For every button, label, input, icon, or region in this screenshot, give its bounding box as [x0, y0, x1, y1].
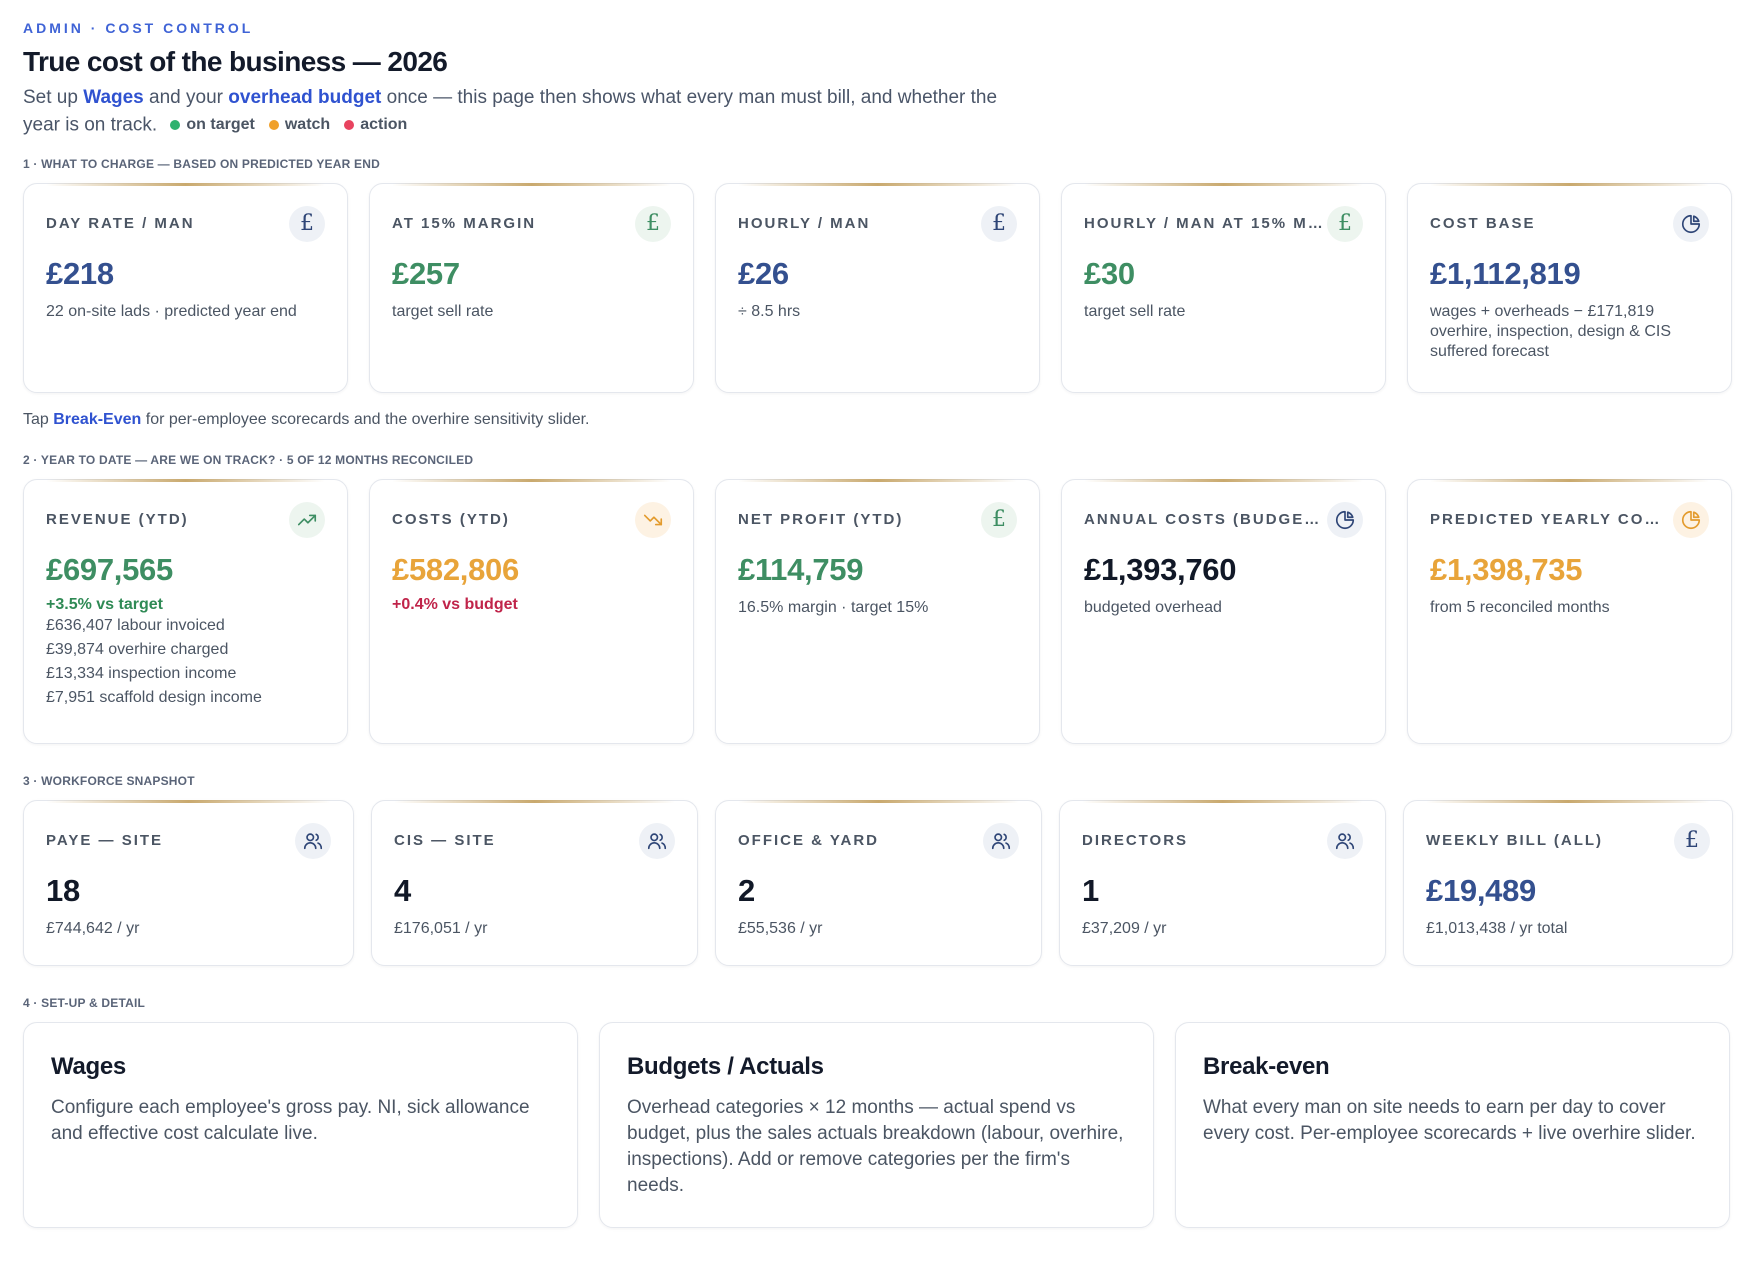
card-sub: target sell rate: [392, 302, 494, 320]
card-cost-base[interactable]: COST BASE £1,112,819 wages + overheads −…: [1407, 182, 1732, 393]
card-description: Overhead categories × 12 months — actual…: [627, 1096, 1124, 1196]
list-item: £13,334 inspection income: [46, 664, 237, 682]
page-title: True cost of the business — 2026: [23, 46, 448, 77]
card-sub: £37,209 / yr: [1082, 919, 1167, 937]
card-value: £582,806: [392, 551, 519, 587]
pound-icon: £: [981, 501, 1017, 538]
card-hourly-margin[interactable]: HOURLY / MAN AT 15% MA... £ £30 target se…: [1061, 182, 1386, 393]
card-sub: target sell rate: [1084, 302, 1186, 320]
pound-icon: £: [1327, 205, 1363, 242]
setup-cards: Wages Configure each employee's gross pa…: [23, 1021, 1734, 1228]
red-dot-icon: [344, 119, 355, 130]
pie-chart-icon: [1673, 501, 1709, 538]
card-at-margin[interactable]: AT 15% MARGIN £ £257 target sell rate: [369, 182, 694, 393]
card-sub: £55,536 / yr: [738, 919, 823, 937]
wages-link[interactable]: Wages: [83, 87, 144, 108]
ytd-cards: REVENUE (YTD) £697,565 +3.5% vs target £…: [23, 478, 1734, 744]
card-value: £257: [392, 255, 460, 291]
revenue-breakdown: £636,407 labour invoiced £39,874 overhir…: [46, 614, 325, 710]
overhead-budget-link[interactable]: overhead budget: [228, 87, 382, 108]
card-sub: budgeted overhead: [1084, 598, 1222, 616]
list-item: £7,951 scaffold design income: [46, 688, 262, 706]
users-icon: [639, 822, 675, 859]
card-value: £218: [46, 255, 114, 291]
card-sub: 16.5% margin · target 15%: [738, 598, 929, 616]
card-annual-costs[interactable]: ANNUAL COSTS (BUDGETED) £1,393,760 budge…: [1061, 478, 1386, 744]
card-description: What every man on site needs to earn per…: [1203, 1096, 1696, 1144]
pound-icon: £: [981, 205, 1017, 242]
card-value: 18: [46, 872, 80, 908]
legend-on-target: on target: [170, 111, 255, 138]
card-predicted-costs[interactable]: PREDICTED YEARLY COSTS £1,398,735 from 5…: [1407, 478, 1732, 744]
users-icon: [1327, 822, 1363, 859]
green-dot-icon: [170, 119, 181, 130]
pound-icon: £: [635, 205, 671, 242]
section-label-year-to-date: 2 · YEAR TO DATE — ARE WE ON TRACK? · 5 …: [23, 452, 474, 467]
break-even-card[interactable]: Break-even What every man on site needs …: [1175, 1021, 1730, 1228]
trending-down-icon: [635, 501, 671, 538]
card-cis-site[interactable]: CIS — SITE 4 £176,051 / yr: [371, 799, 698, 966]
card-delta: +3.5% vs target: [46, 595, 163, 613]
card-hourly[interactable]: HOURLY / MAN £ £26 ÷ 8.5 hrs: [715, 182, 1040, 393]
card-sub: 22 on-site lads · predicted year end: [46, 302, 297, 320]
card-sub: ÷ 8.5 hrs: [738, 302, 801, 320]
pound-icon: £: [1674, 822, 1710, 859]
card-value: £697,565: [46, 551, 173, 587]
card-sub: £744,642 / yr: [46, 919, 140, 937]
users-icon: [983, 822, 1019, 859]
pie-chart-icon: [1327, 501, 1363, 538]
card-paye-site[interactable]: PAYE — SITE 18 £744,642 / yr: [23, 799, 354, 966]
card-directors[interactable]: DIRECTORS 1 £37,209 / yr: [1059, 799, 1386, 966]
trending-up-icon: [289, 501, 325, 538]
card-value: £114,759: [738, 551, 864, 587]
breadcrumb: ADMIN · COST CONTROL: [23, 20, 254, 36]
card-value: £1,112,819: [1430, 255, 1581, 291]
card-title: Budgets / Actuals: [627, 1052, 824, 1080]
card-value: £1,393,760: [1084, 551, 1237, 587]
card-value: £19,489: [1426, 872, 1536, 908]
card-description: Configure each employee's gross pay. NI,…: [51, 1096, 530, 1144]
charge-cards: DAY RATE / MAN £ £218 22 on-site lads · p…: [23, 182, 1734, 393]
pie-chart-icon: [1673, 205, 1709, 242]
card-sub: from 5 reconciled months: [1430, 598, 1610, 616]
list-item: £39,874 overhire charged: [46, 640, 229, 658]
section-label-workforce: 3 · WORKFORCE SNAPSHOT: [23, 773, 195, 788]
list-item: £636,407 labour invoiced: [46, 616, 225, 634]
amber-dot-icon: [268, 119, 279, 130]
workforce-cards: PAYE — SITE 18 £744,642 / yr CIS — SITE …: [23, 799, 1734, 966]
card-delta: +0.4% vs budget: [392, 595, 518, 613]
section-label-what-to-charge: 1 · WHAT TO CHARGE — BASED ON PREDICTED …: [23, 156, 380, 171]
card-value: 4: [394, 872, 411, 908]
card-value: £30: [1084, 255, 1135, 291]
card-sub: £1,013,438 / yr total: [1426, 919, 1568, 937]
card-value: 1: [1082, 872, 1099, 908]
users-icon: [295, 822, 331, 859]
pound-icon: £: [289, 205, 325, 242]
cost-control-page: ADMIN · COST CONTROL True cost of the bu…: [23, 20, 1734, 1228]
card-office-yard[interactable]: OFFICE & YARD 2 £55,536 / yr: [715, 799, 1042, 966]
break-even-hint: Tap Break-Even for per-employee scorecar…: [23, 410, 590, 428]
card-costs-ytd[interactable]: COSTS (YTD) £582,806 +0.4% vs budget: [369, 478, 694, 744]
card-title: Wages: [51, 1052, 126, 1080]
card-value: 2: [738, 872, 755, 908]
intro-text: Set up Wages and your overhead budget on…: [23, 84, 1033, 139]
card-sub: wages + overheads − £171,819 overhire, i…: [1430, 302, 1672, 360]
card-net-profit-ytd[interactable]: NET PROFIT (YTD) £ £114,759 16.5% margin …: [715, 478, 1040, 744]
section-label-setup: 4 · SET-UP & DETAIL: [23, 995, 146, 1010]
break-even-link[interactable]: Break-Even: [53, 410, 142, 428]
card-day-rate[interactable]: DAY RATE / MAN £ £218 22 on-site lads · p…: [23, 182, 348, 393]
legend-action: action: [344, 111, 407, 138]
wages-card[interactable]: Wages Configure each employee's gross pa…: [23, 1021, 578, 1228]
budgets-actuals-card[interactable]: Budgets / Actuals Overhead categories × …: [599, 1021, 1154, 1228]
card-revenue-ytd[interactable]: REVENUE (YTD) £697,565 +3.5% vs target £…: [23, 478, 348, 744]
card-value: £26: [738, 255, 789, 291]
legend-watch: watch: [268, 111, 330, 138]
card-value: £1,398,735: [1430, 551, 1583, 587]
card-sub: £176,051 / yr: [394, 919, 488, 937]
status-legend: on target watch action: [170, 111, 407, 138]
card-title: Break-even: [1203, 1052, 1330, 1080]
card-weekly-bill[interactable]: WEEKLY BILL (ALL) £ £19,489 £1,013,438 / …: [1403, 799, 1733, 966]
